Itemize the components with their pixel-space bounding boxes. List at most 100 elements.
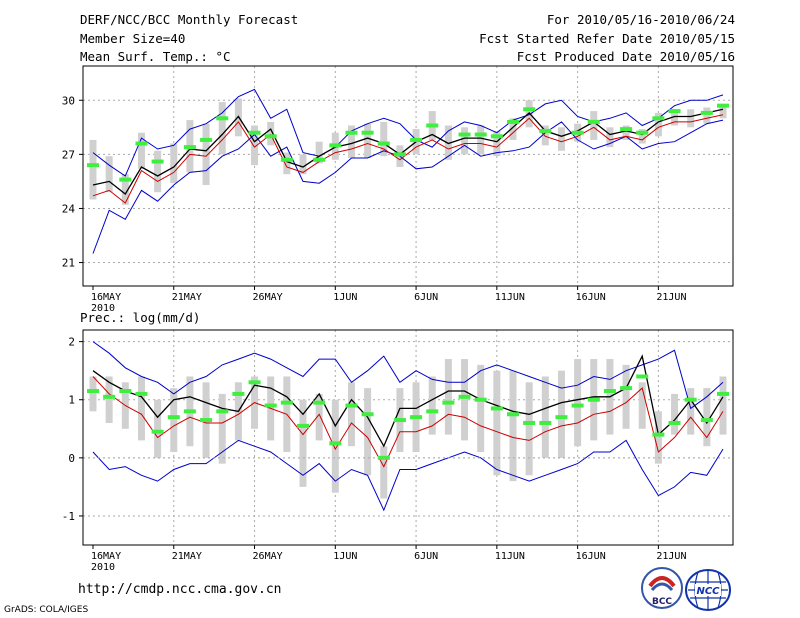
prec-panel-title: Prec.: log(mm/d) — [80, 310, 200, 325]
temp-ensemble-box — [202, 123, 210, 186]
temp-observed-marker — [458, 132, 471, 137]
prec-ensemble-box — [574, 359, 582, 447]
temp-observed-marker — [361, 130, 374, 135]
prec-ensemble-box — [509, 370, 517, 482]
temp-observed-marker — [151, 159, 164, 164]
prec-ensemble-box — [493, 370, 501, 476]
temp-observed-marker — [539, 128, 552, 133]
prec-y-tick-label: 0 — [68, 452, 75, 465]
prec-lower-envelope-line — [92, 439, 724, 512]
prec-ensemble-box — [331, 399, 339, 493]
prec-observed-marker — [87, 389, 99, 394]
prec-observed-marker — [603, 389, 616, 394]
temp-observed-marker — [571, 130, 584, 135]
temp-ensemble-box — [461, 127, 469, 155]
temp-observed-marker — [587, 119, 600, 124]
temp-observed-marker — [668, 109, 681, 114]
temp-y-tick-label: 27 — [62, 148, 75, 161]
prec-observed-marker — [717, 391, 729, 396]
member-size: Member Size=40 — [80, 31, 186, 46]
temp-observed-marker — [393, 152, 406, 157]
produced-date: Fcst Produced Date 2010/05/16 — [516, 49, 735, 64]
temp-ensemble-box — [364, 123, 372, 158]
prec-observed-marker — [442, 400, 455, 405]
prec-ensemble-box — [622, 364, 630, 429]
temp-ensemble-box — [251, 125, 259, 166]
prec-x-tick-label: 16JUN — [576, 551, 606, 562]
temp-frame — [82, 65, 734, 287]
temp-x-tick-label: 6JUN — [414, 292, 438, 303]
prec-observed-marker — [329, 441, 342, 446]
temp-ensemble-box — [89, 139, 97, 200]
temp-observed-marker — [135, 141, 148, 146]
prec-x-year-label: 2010 — [91, 562, 115, 573]
prec-observed-marker — [636, 374, 649, 379]
temp-ensemble-box — [315, 141, 323, 164]
temp-ensemble-box — [541, 125, 549, 146]
prec-observed-marker — [151, 429, 164, 434]
temp-ensemble-box — [105, 156, 113, 193]
temp-observed-marker — [507, 119, 519, 124]
temp-ensemble-box — [654, 112, 662, 137]
temp-ensemble-box — [444, 125, 452, 160]
prec-ensemble-box — [218, 393, 226, 464]
prec-observed-marker — [200, 418, 213, 423]
prec-observed-marker — [183, 409, 196, 414]
prec-observed-marker — [297, 423, 309, 428]
temp-observed-marker — [216, 116, 229, 121]
forecast-period: For 2010/05/16-2010/06/24 — [546, 12, 735, 27]
prec-ensemble-box — [105, 376, 113, 423]
temp-x-tick-label: 16JUN — [576, 292, 606, 303]
prec-ensemble-box — [89, 376, 97, 412]
prec-observed-marker — [652, 432, 665, 437]
temp-x-tick-label: 11JUN — [495, 292, 525, 303]
prec-ensemble-box — [428, 376, 436, 435]
temp-observed-marker — [490, 134, 503, 139]
temp-ensemble-box — [703, 107, 711, 124]
prec-observed-marker — [507, 412, 519, 417]
temp-ensemble-box — [347, 125, 355, 158]
prec-ensemble-box — [477, 364, 485, 453]
temp-x-tick-label: 21MAY — [172, 292, 202, 303]
prec-ensemble-box — [299, 399, 307, 487]
temp-lower-envelope-line — [92, 119, 724, 254]
prec-observed-marker — [264, 403, 277, 408]
temp-ensemble-box — [121, 174, 129, 205]
temp-ensemble-box — [719, 103, 727, 119]
temp-ensemble-box — [509, 118, 517, 140]
temp-x-tick-label: 1JUN — [333, 292, 357, 303]
source-url[interactable]: http://cmdp.ncc.cma.gov.cn — [78, 582, 282, 597]
prec-observed-marker — [555, 415, 568, 420]
prec-observed-marker — [410, 415, 423, 420]
prec-x-tick-label: 6JUN — [414, 551, 438, 562]
temp-observed-marker — [717, 103, 729, 108]
prec-observed-marker — [539, 420, 552, 425]
temp-observed-marker — [280, 157, 293, 162]
temp-ensemble-box — [267, 121, 275, 146]
prec-x-tick-label: 16MAY — [91, 551, 121, 562]
temp-ensemble-box — [154, 150, 162, 193]
prec-observed-marker — [167, 415, 180, 420]
prec-x-tick-label: 11JUN — [495, 551, 525, 562]
prec-observed-marker — [474, 397, 487, 402]
prec-observed-marker — [103, 394, 116, 399]
temp-x-year-label: 2010 — [91, 303, 115, 314]
temp-observed-marker — [248, 130, 261, 135]
temp-ensemble-box — [137, 132, 145, 169]
prec-ensemble-box — [347, 382, 355, 447]
prec-ensemble-box — [525, 382, 533, 476]
temp-observed-marker — [87, 163, 99, 168]
prec-x-tick-label: 21MAY — [172, 551, 202, 562]
prec-ensemble-box — [638, 382, 646, 429]
prec-observed-marker — [216, 409, 229, 414]
temp-ensemble-box — [283, 152, 291, 175]
temp-median-line — [92, 114, 724, 204]
temp-mean-line — [92, 108, 724, 195]
prec-observed-marker — [426, 409, 439, 414]
temp-ensemble-box — [622, 125, 630, 140]
temp-ensemble-box — [218, 102, 226, 155]
temp-y-tick-label: 24 — [62, 202, 76, 215]
temp-observed-marker — [523, 107, 536, 112]
temp-observed-marker — [377, 141, 390, 146]
